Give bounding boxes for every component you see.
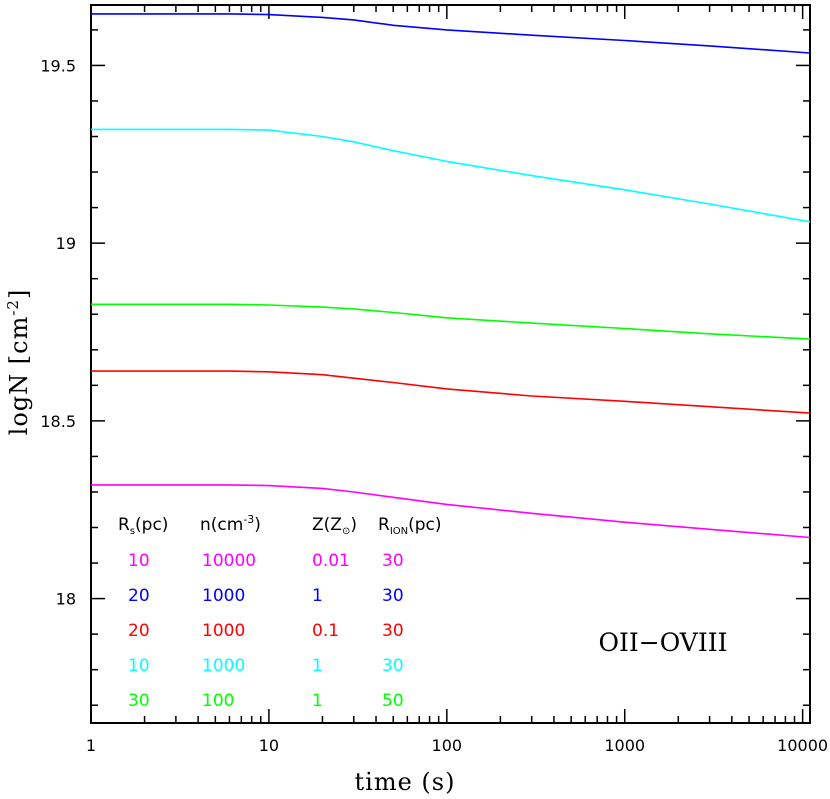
legend-header-sup: -3 [243,513,254,526]
tick-labels: 1 10 100 1000 10000 18 18.5 19 19.5 [40,56,828,755]
legend-cell: 0.1 [312,621,339,641]
legend-cell: 10 [128,656,150,676]
legend-header-4: RION(pc) [378,515,442,537]
legend-cell: 10000 [202,551,256,571]
legend-header-rest: (pc) [408,515,441,535]
legend-header-rest: (pc) [135,515,168,535]
y-tick-label: 18 [56,590,76,609]
legend-header-3: Z(Z⊙) [312,515,357,537]
legend-header-rest: ) [254,515,261,535]
legend-header-2: n(cm-3) [200,513,261,535]
legend-cell: 1 [312,691,323,711]
legend-cell: 30 [382,551,404,571]
annotation-label: OII−OVIII [599,628,728,657]
svg-text:logN [cm-2]: logN [cm-2] [4,289,33,436]
legend-cell: 10 [128,551,150,571]
series-line-1 [91,13,811,54]
legend-cell: 50 [382,691,404,711]
y-tick-label: 19 [56,234,76,253]
legend-header-main: R [378,515,390,535]
x-tick-label: 10 [259,736,279,755]
legend-header-sub: ⊙ [342,526,350,537]
x-axis-title: time (s) [355,768,456,796]
legend-cell: 1000 [202,656,245,676]
legend-cell: 0.01 [312,551,350,571]
series-lines [91,13,811,539]
x-tick-label: 100 [432,736,463,755]
legend-header-main: Z(Z [312,515,342,535]
legend-header-sub: ION [390,526,408,537]
legend-header-main: n(cm [200,515,243,535]
legend-cell: 30 [382,586,404,606]
legend-header-sub: s [130,526,135,537]
legend-cell: 30 [382,656,404,676]
y-axis-title-sup: -2 [4,299,22,316]
plot-frame [90,4,811,724]
legend-header-1: Rs(pc) [118,515,168,537]
y-axis-title-close: ] [5,289,33,299]
y-tick-label: 19.5 [40,56,76,75]
legend-header-rest: ) [350,515,357,535]
legend-cell: 20 [128,586,150,606]
axis-ticks [90,5,810,723]
series-line-4 [91,370,811,414]
legend-cell: 1000 [202,586,245,606]
y-tick-label: 18.5 [40,412,76,431]
x-tick-label: 10000 [777,736,828,755]
legend-cell: 1000 [202,621,245,641]
legend-cell: 30 [128,691,150,711]
legend-cell: 30 [382,621,404,641]
legend: Rs(pc) n(cm-3) Z(Z⊙) RION(pc)10 10000 0.01 302… [118,513,442,711]
series-line-3 [91,303,811,340]
x-tick-label: 1000 [604,736,645,755]
legend-cell: 20 [128,621,150,641]
legend-cell: 1 [312,656,323,676]
legend-cell: 100 [202,691,234,711]
legend-header-main: R [118,515,130,535]
y-axis-title: logN [cm-2] [4,289,33,436]
series-line-5 [91,484,811,539]
legend-cell: 1 [312,586,323,606]
x-tick-label: 1 [86,736,96,755]
series-line-2 [91,128,811,223]
y-axis-title-main: logN [cm [5,316,33,436]
